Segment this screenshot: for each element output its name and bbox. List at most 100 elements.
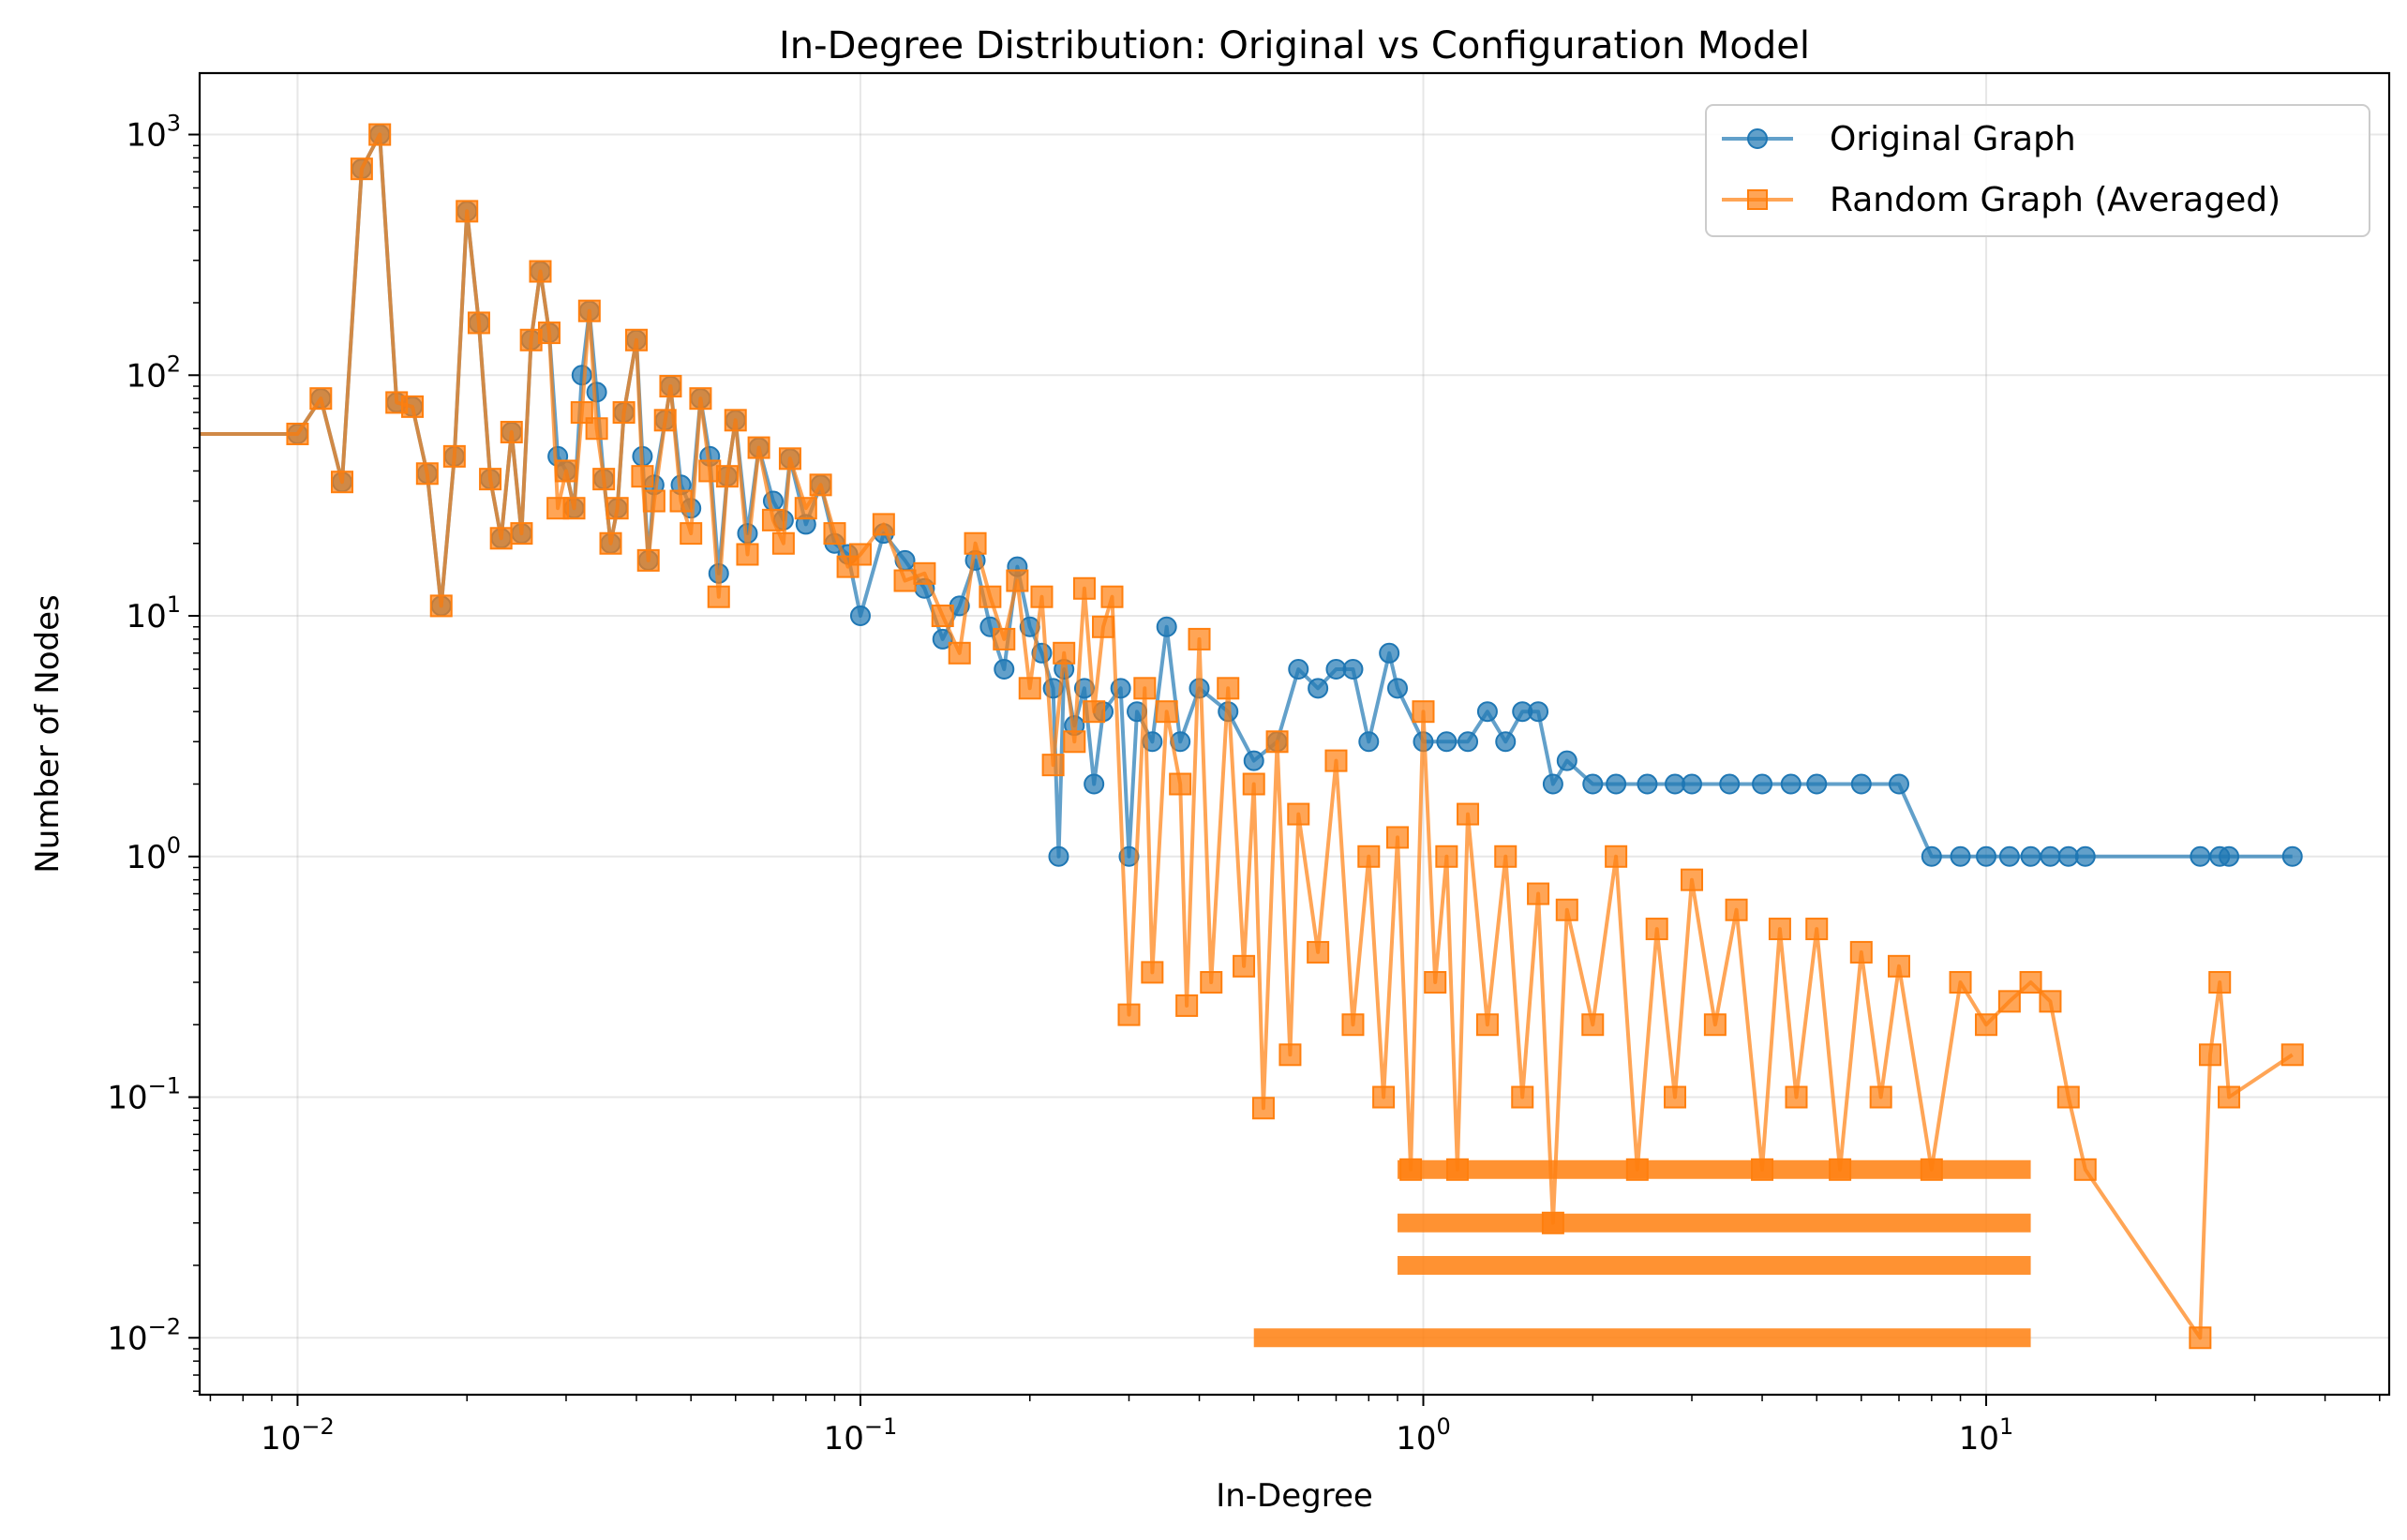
data-point-random	[1869, 1085, 1892, 1109]
legend: Original Graph Random Graph (Averaged)	[1705, 104, 2370, 237]
data-point-random	[2073, 1158, 2097, 1181]
data-point-original	[1342, 658, 1364, 680]
data-point-random	[429, 594, 453, 618]
data-point-original	[2281, 845, 2303, 867]
data-point-random	[659, 375, 682, 398]
data-point-random	[442, 444, 466, 468]
data-point-random	[1435, 845, 1458, 868]
data-point-original	[1243, 750, 1264, 771]
data-point-original	[2190, 845, 2211, 867]
data-point-original	[1752, 773, 1773, 795]
x-tick-label: 10−2	[261, 1413, 335, 1458]
data-point-random	[964, 531, 987, 555]
data-point-random	[1175, 994, 1199, 1017]
y-tick-label: 100	[126, 832, 181, 876]
data-point-random	[979, 585, 1002, 608]
data-point-random	[771, 531, 795, 555]
data-point-original	[2219, 845, 2240, 867]
data-point-random	[1357, 845, 1381, 868]
data-point-random	[612, 401, 635, 425]
y-axis-label: Number of Nodes	[29, 594, 67, 873]
data-point-original	[1976, 845, 1997, 867]
data-point-random	[1072, 576, 1096, 600]
x-tick-label: 10−1	[824, 1413, 898, 1458]
data-point-random	[577, 299, 601, 322]
data-point-random	[1555, 898, 1578, 921]
data-point-random	[1100, 585, 1124, 608]
data-point-random	[1188, 627, 1211, 650]
x-axis-label: In-Degree	[1216, 1477, 1373, 1515]
data-point-random	[1341, 1013, 1365, 1037]
data-point-random	[2056, 1085, 2080, 1109]
data-point-original	[571, 365, 592, 386]
data-point-random	[2218, 1085, 2241, 1109]
data-point-random	[1372, 1085, 1396, 1109]
data-point-random	[1664, 1085, 1687, 1109]
data-point-random	[1399, 1158, 1423, 1181]
data-point-random	[2039, 990, 2062, 1013]
data-point-original	[1806, 773, 1828, 795]
data-point-original	[1556, 750, 1577, 771]
data-point-random	[1645, 918, 1668, 941]
data-point-original	[1495, 731, 1517, 753]
plot-area	[200, 123, 2304, 1350]
data-point-random	[1133, 677, 1157, 700]
data-point-original	[1682, 773, 1703, 795]
data-point-random	[1541, 1211, 1564, 1234]
data-point-random	[309, 387, 333, 411]
data-point-random	[599, 531, 622, 555]
data-point-original	[2074, 845, 2096, 867]
data-point-original	[2040, 845, 2061, 867]
data-point-random	[500, 421, 523, 444]
y-tick-label: 101	[126, 591, 181, 635]
data-point-random	[1829, 1158, 1852, 1181]
data-point-original	[2020, 845, 2041, 867]
data-point-random	[794, 497, 817, 520]
data-point-random	[778, 447, 801, 471]
data-point-original	[1637, 773, 1658, 795]
data-point-random	[2208, 971, 2232, 994]
data-point-random	[631, 465, 654, 488]
data-point-random	[761, 508, 785, 531]
data-point-random	[1053, 641, 1076, 665]
data-point-random	[1681, 868, 1704, 891]
data-point-random	[1092, 615, 1115, 638]
data-point-random	[1412, 700, 1435, 724]
data-point-random	[1242, 772, 1265, 796]
data-point-original	[1288, 658, 1309, 680]
data-point-original	[1582, 773, 1604, 795]
plot-frame	[198, 71, 2391, 1397]
data-point-random	[2198, 1043, 2221, 1067]
data-point-random	[1217, 677, 1240, 700]
data-point-random	[592, 468, 616, 491]
legend-box	[1705, 104, 2370, 237]
data-point-original	[1048, 845, 1069, 867]
data-point-random	[467, 311, 490, 335]
data-point-random	[537, 321, 561, 345]
data-point-random	[1703, 1013, 1727, 1037]
data-point-random	[1887, 954, 1910, 978]
data-point-random	[350, 157, 373, 181]
data-point-random	[554, 459, 577, 483]
data-point-random	[1155, 700, 1178, 724]
data-point-random	[479, 468, 502, 491]
data-point-random	[1006, 569, 1029, 592]
data-point-random	[993, 627, 1016, 650]
data-point-random	[1997, 990, 2021, 1013]
data-point-original	[1542, 773, 1563, 795]
data-point-original	[1156, 616, 1177, 637]
data-point-random	[823, 522, 846, 546]
data-point-random	[715, 465, 739, 488]
data-point-original	[1850, 773, 1872, 795]
data-point-random	[736, 543, 759, 566]
data-point-random	[653, 409, 677, 432]
data-point-random	[1785, 1085, 1808, 1109]
data-point-original	[1458, 731, 1479, 753]
data-point-random	[1307, 940, 1330, 964]
data-point-random	[1581, 1013, 1605, 1037]
data-point-random	[893, 569, 917, 592]
data-point-random	[489, 527, 513, 550]
data-point-random	[636, 548, 660, 572]
data-point-original	[1084, 773, 1105, 795]
data-point-original	[1780, 773, 1802, 795]
